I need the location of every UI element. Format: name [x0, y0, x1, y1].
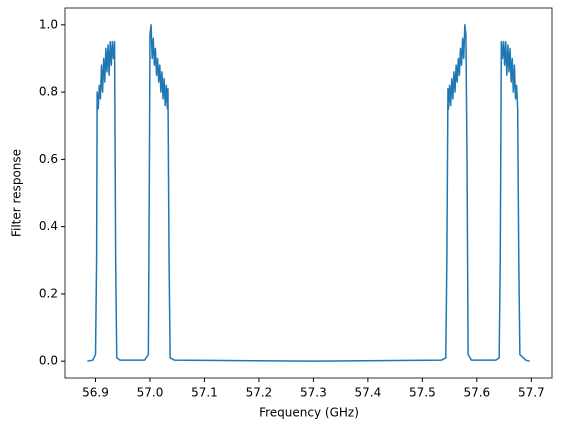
y-axis-label: Filter response — [10, 149, 24, 237]
axes-frame — [64, 7, 553, 379]
x-tick-label: 57.2 — [246, 386, 273, 400]
y-tick-label: 0.4 — [39, 219, 58, 233]
x-tick-label: 57.4 — [355, 386, 382, 400]
y-tick-label: 0.6 — [39, 152, 58, 166]
line — [87, 24, 530, 362]
y-tick-label: 0.2 — [39, 286, 58, 300]
x-tick-label: 57.1 — [191, 386, 218, 400]
x-tick-label: 57.3 — [300, 386, 327, 400]
x-axis-label: Frequency (GHz) — [259, 406, 359, 420]
x-tick-label: 57.6 — [463, 386, 490, 400]
y-tick-label: 0.8 — [39, 85, 58, 99]
y-tick-label: 1.0 — [39, 17, 58, 31]
x-tick-label: 57.0 — [137, 386, 164, 400]
x-tick-label: 57.5 — [409, 386, 436, 400]
x-tick-label: 57.7 — [518, 386, 545, 400]
x-tick-label: 56.9 — [82, 386, 109, 400]
y-tick-label: 0.0 — [39, 354, 58, 368]
